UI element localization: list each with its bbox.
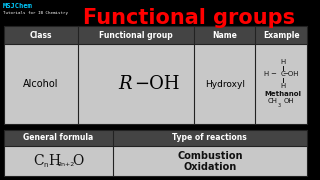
Text: Combustion: Combustion [177,151,243,161]
Text: C: C [34,154,44,168]
Text: Type of reactions: Type of reactions [172,134,247,143]
Text: Tutorials for IB Chemistry: Tutorials for IB Chemistry [3,11,68,15]
Text: −: − [270,71,276,77]
Bar [4,26,307,124]
Text: Hydroxyl: Hydroxyl [205,80,245,89]
Text: Example: Example [263,30,300,39]
Text: n: n [44,162,48,168]
Bar [4,130,307,146]
Text: H: H [281,59,286,65]
Text: CH: CH [267,98,277,104]
Text: 3: 3 [277,103,280,108]
Text: Functional group: Functional group [99,30,173,39]
Bar [4,26,307,44]
Text: MSJChem: MSJChem [3,3,33,9]
Text: Name: Name [212,30,237,39]
Text: C: C [281,71,285,77]
Text: 2n+2: 2n+2 [57,163,75,168]
Text: Methanol: Methanol [265,91,302,97]
Text: H: H [281,83,286,89]
Text: Functional groups: Functional groups [83,8,295,28]
Bar [4,130,307,176]
Text: O: O [72,154,83,168]
Text: −OH: −OH [283,71,299,77]
Text: Class: Class [29,30,52,39]
Text: H: H [48,154,60,168]
Text: Alcohol: Alcohol [23,79,59,89]
Text: OH: OH [283,98,294,104]
Text: −OH: −OH [134,75,180,93]
Text: Oxidation: Oxidation [183,162,236,172]
Text: General formula: General formula [23,134,93,143]
Text: H: H [263,71,268,77]
Text: R: R [119,75,132,93]
